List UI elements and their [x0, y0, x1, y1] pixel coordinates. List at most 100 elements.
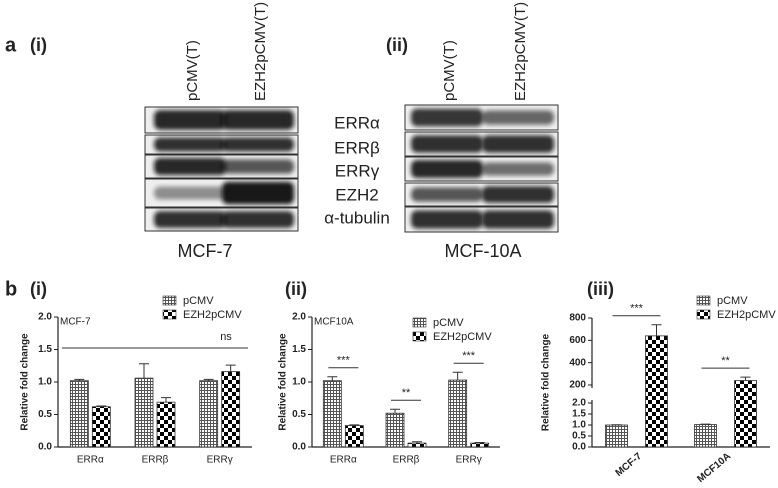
blot-band [411, 159, 483, 179]
y-tick-label: 1.0 [38, 377, 52, 388]
y-tick-label: 0.5 [38, 409, 52, 420]
legend-label: EZH2pCMV [183, 309, 242, 321]
blot-band [411, 108, 483, 127]
y-tick-label: 1.0 [572, 420, 586, 431]
y-tick-label: 1.0 [292, 377, 306, 388]
protein-label: ERRβ [334, 138, 380, 157]
y-tick-label: 2.0 [292, 312, 306, 323]
protein-label: ERRα [334, 113, 380, 132]
y-tick-label: 0.5 [572, 431, 586, 442]
blot-band [154, 137, 226, 152]
y-tick-label: 2.0 [38, 312, 52, 323]
blot-band [411, 187, 483, 202]
panel-label: (ii) [285, 279, 307, 299]
bar [156, 401, 176, 448]
y-tick-label: 0.0 [292, 442, 306, 453]
bar [344, 425, 364, 448]
error-bar [349, 424, 360, 426]
legend-swatch [696, 309, 711, 320]
y-tick-label: 2.0 [572, 398, 586, 409]
error-bar [161, 397, 171, 403]
x-tick-label: ERRγ [207, 455, 233, 466]
significance-label: ** [721, 355, 730, 367]
bar [69, 380, 89, 448]
error-bar [452, 371, 463, 381]
bar [734, 380, 757, 448]
bar [407, 442, 427, 448]
protein-label: EZH2 [335, 185, 378, 204]
cell-line-label: MCF-7 [178, 241, 233, 261]
bar [470, 442, 490, 448]
legend-swatch [412, 331, 427, 342]
y-tick-label: 200 [569, 380, 586, 391]
significance-label: ns [220, 331, 232, 343]
significance-label: *** [630, 303, 644, 315]
blot-band [482, 110, 554, 125]
blot-band [482, 162, 554, 176]
annotation: MCF-7 [60, 317, 91, 328]
protein-label: α-tubulin [324, 208, 390, 227]
blot-band [154, 211, 226, 228]
bar [221, 371, 241, 448]
cell-line-label: MCF-10A [444, 241, 521, 261]
error-bar [740, 376, 751, 381]
y-tick-label: 600 [569, 335, 586, 346]
legend-label: EZH2pCMV [717, 309, 776, 321]
legend-swatch [412, 317, 427, 328]
bar [645, 335, 668, 448]
panel-label: (i) [30, 35, 47, 55]
significance-label: ** [402, 387, 411, 399]
lane-label: pCMV(T) [441, 40, 458, 101]
legend-label: EZH2pCMV [433, 331, 492, 343]
y-axis-label: Relative fold change [20, 333, 31, 431]
bar [605, 424, 628, 448]
y-tick-label: 0.0 [38, 442, 52, 453]
x-tick-label: ERRα [77, 455, 104, 466]
error-bar [327, 376, 338, 381]
blot-band [222, 137, 294, 152]
y-tick-label: 800 [569, 313, 586, 324]
y-tick-label: 1.5 [572, 409, 586, 420]
panel-letter: a [5, 34, 17, 56]
blot-band [154, 110, 226, 130]
x-tick-label: ERRβ [142, 455, 169, 466]
blot-band [222, 181, 294, 205]
lane-label: pCMV(T) [184, 40, 201, 101]
panel-label: (i) [30, 279, 47, 299]
y-tick-label: 0.0 [572, 442, 586, 453]
x-tick-label: ERRα [330, 455, 357, 466]
blot-band [482, 186, 554, 203]
y-axis-label: Relative fold change [541, 333, 552, 431]
error-bar [651, 324, 662, 336]
bar [322, 380, 342, 448]
legend-label: pCMV [183, 295, 214, 307]
lane-label: EZH2pCMV(T) [512, 2, 529, 101]
bar [385, 412, 405, 448]
error-bar [74, 378, 85, 381]
error-bar [412, 441, 422, 444]
bar [199, 380, 219, 448]
blot-band [482, 210, 554, 229]
panel-letter: b [5, 278, 17, 300]
error-bar [225, 364, 236, 372]
bar [694, 424, 717, 448]
blot-band [154, 157, 226, 176]
blot-band [482, 135, 554, 153]
panel-label: (ii) [386, 35, 408, 55]
legend-label: pCMV [717, 295, 748, 307]
error-bar [96, 405, 107, 407]
legend-swatch [696, 295, 711, 306]
y-tick-label: 0.5 [292, 409, 306, 420]
y-tick-label: 1.5 [292, 344, 306, 355]
error-bar [474, 441, 485, 444]
lane-label: EZH2pCMV(T) [252, 2, 269, 101]
bar [448, 379, 468, 448]
blot-band [222, 110, 294, 130]
blot-band [222, 159, 294, 174]
error-bar [390, 408, 400, 414]
blot-band [154, 186, 226, 200]
significance-label: *** [462, 350, 476, 362]
y-tick-label: 1.5 [38, 344, 52, 355]
protein-label: ERRγ [335, 161, 380, 180]
